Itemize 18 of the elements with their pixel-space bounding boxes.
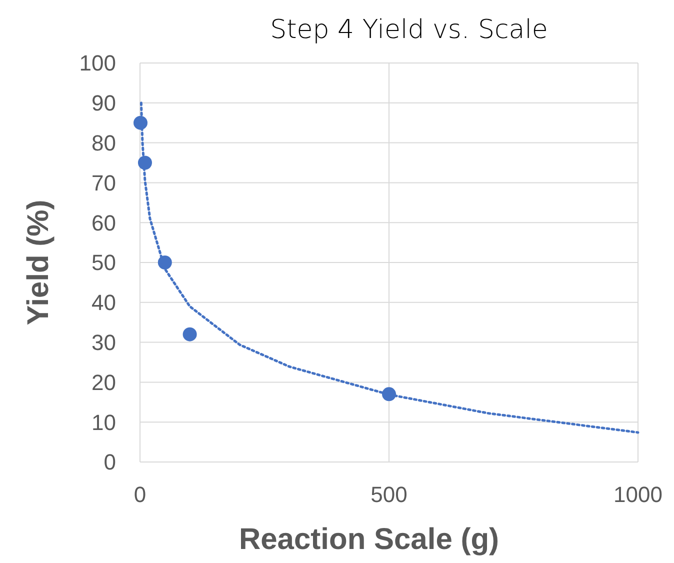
y-tick-label: 80 bbox=[92, 130, 116, 156]
y-tick-label: 60 bbox=[92, 210, 116, 236]
x-tick-label: 500 bbox=[370, 482, 408, 507]
y-tick-label: 10 bbox=[92, 410, 116, 435]
y-tick-label: 100 bbox=[79, 50, 116, 76]
x-axis-title: Reaction Scale (g) bbox=[238, 523, 500, 556]
y-axis-title: Yield (%) bbox=[22, 200, 55, 326]
y-tick-label: 40 bbox=[92, 290, 116, 316]
point bbox=[182, 327, 197, 342]
y-tick-label: 70 bbox=[92, 170, 116, 196]
y-tick-label: 50 bbox=[92, 250, 116, 276]
x-tick-label: 0 bbox=[134, 482, 146, 507]
chart-title: Step 4 Yield vs. Scale bbox=[270, 15, 548, 45]
y-tick-label: 0 bbox=[104, 450, 116, 475]
y-tick-label: 30 bbox=[92, 330, 116, 355]
x-tick-label: 1000 bbox=[614, 482, 662, 507]
y-tick-label: 20 bbox=[92, 370, 116, 395]
y-tick-label: 90 bbox=[92, 90, 116, 116]
